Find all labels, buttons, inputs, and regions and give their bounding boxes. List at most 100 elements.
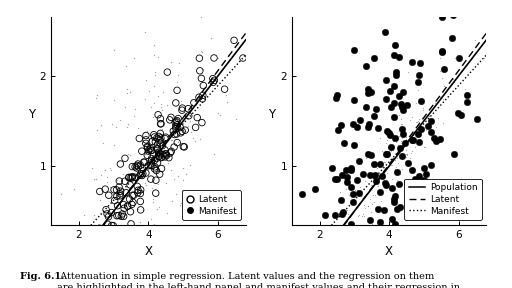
Point [385, 131, 393, 136]
Point [142, 151, 151, 156]
Point [155, 134, 163, 139]
Point [184, 124, 192, 128]
Point [199, 67, 207, 71]
Point [144, 164, 152, 168]
Point [401, 155, 410, 159]
Point [424, 124, 433, 128]
Point [371, 175, 379, 180]
Point [375, 188, 383, 193]
Point [450, 80, 458, 85]
Point [104, 222, 112, 227]
Point [107, 250, 115, 255]
Point [151, 136, 159, 141]
Point [170, 177, 178, 181]
Point [394, 160, 402, 165]
Point [177, 98, 185, 103]
Point [123, 90, 132, 95]
Point [150, 132, 158, 137]
Point [395, 151, 403, 156]
Point [349, 270, 357, 275]
Point [414, 132, 422, 137]
Point [173, 88, 181, 93]
Point [155, 146, 163, 150]
Point [175, 61, 183, 65]
Point [398, 166, 406, 171]
Point [359, 172, 367, 177]
Point [176, 203, 184, 207]
Point [197, 49, 205, 54]
Point [116, 194, 124, 198]
Point [125, 197, 134, 201]
Point [181, 128, 189, 132]
Point [121, 156, 129, 161]
Point [347, 221, 355, 226]
Point [103, 236, 111, 241]
Point [147, 186, 156, 190]
Point [392, 70, 400, 74]
Point [167, 115, 175, 120]
Point [153, 156, 161, 161]
Point [93, 128, 101, 132]
Point [130, 113, 138, 118]
Point [176, 238, 184, 243]
Point [413, 126, 421, 131]
Point [153, 207, 161, 211]
Point [99, 141, 108, 145]
Point [358, 214, 366, 219]
Point [134, 188, 142, 193]
Point [331, 176, 339, 181]
Point [404, 161, 412, 165]
Point [354, 203, 362, 208]
Point [344, 212, 352, 216]
Point [89, 232, 97, 236]
Point [119, 239, 127, 244]
Point [232, 116, 240, 121]
Point [167, 60, 175, 65]
Point [118, 235, 126, 239]
Point [132, 257, 140, 261]
Point [390, 132, 398, 137]
Point [154, 182, 162, 187]
Point [141, 96, 150, 101]
Point [214, 56, 222, 60]
Point [365, 151, 373, 156]
Point [170, 132, 179, 137]
Point [151, 164, 159, 169]
Point [159, 152, 167, 157]
Point [414, 118, 422, 123]
Point [113, 266, 121, 270]
Point [436, 95, 444, 100]
Point [362, 274, 371, 279]
Point [425, 113, 434, 118]
Point [334, 252, 342, 257]
Point [138, 173, 146, 178]
Point [239, 56, 247, 60]
Point [408, 149, 416, 154]
Point [387, 145, 395, 149]
Point [116, 192, 124, 196]
Point [186, 163, 194, 168]
Point [348, 223, 356, 228]
Point [109, 192, 117, 197]
Point [414, 140, 422, 145]
Point [130, 193, 138, 197]
Point [150, 101, 158, 106]
Point [342, 168, 350, 173]
Point [162, 153, 170, 158]
Point [116, 162, 124, 166]
Point [331, 213, 339, 217]
Point [110, 97, 118, 102]
Point [382, 251, 391, 256]
Point [438, 49, 446, 54]
Point [167, 198, 176, 203]
Point [342, 229, 350, 234]
Point [149, 226, 157, 230]
Point [356, 234, 364, 238]
Point [267, 16, 275, 21]
Point [156, 138, 164, 143]
Point [178, 108, 186, 113]
Point [126, 153, 134, 158]
Point [451, 56, 459, 60]
Point [383, 151, 391, 156]
Point [365, 122, 373, 127]
